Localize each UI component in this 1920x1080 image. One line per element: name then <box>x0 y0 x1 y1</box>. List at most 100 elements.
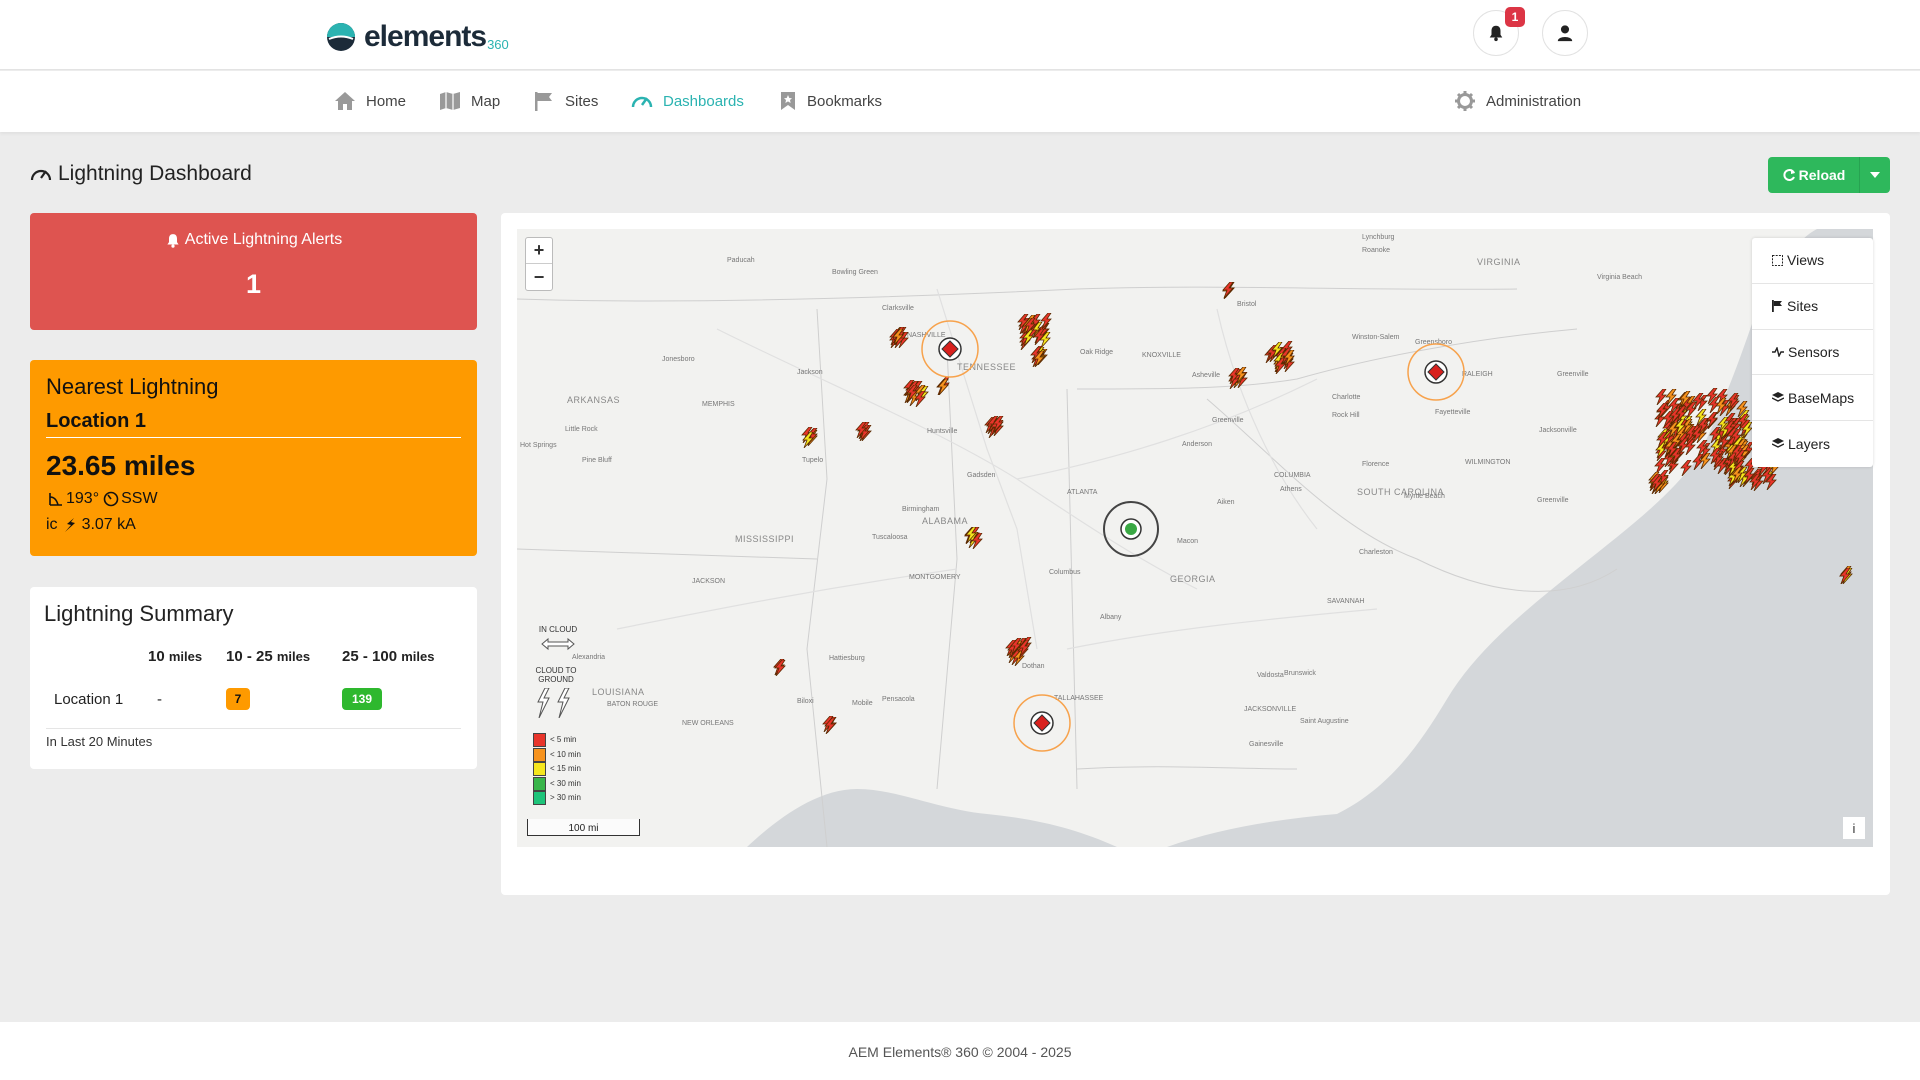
legend-band-swatch <box>533 747 546 762</box>
lightning-strike-icon[interactable] <box>1760 468 1774 485</box>
lightning-strike-icon[interactable] <box>801 431 815 448</box>
lightning-strike-icon[interactable] <box>1039 313 1053 330</box>
lightning-strike-icon[interactable] <box>1221 282 1235 299</box>
nav-dashboards[interactable]: Dashboards <box>631 88 744 114</box>
lightning-strike-icon[interactable] <box>1227 368 1241 384</box>
lightning-strike-icon[interactable] <box>1270 342 1284 359</box>
lightning-strike-icon[interactable] <box>1021 329 1035 346</box>
map-label: Anderson <box>1182 441 1212 448</box>
map-menu-basemaps[interactable]: BaseMaps <box>1752 375 1873 422</box>
brand-logo[interactable]: elements 360 <box>326 22 509 52</box>
lightning-strike-icon[interactable] <box>1708 447 1722 464</box>
site-marker-alert-icon[interactable] <box>1404 340 1468 404</box>
lightning-strike-icon[interactable] <box>1729 429 1743 445</box>
map-label: Gainesville <box>1249 741 1284 748</box>
lightning-strike-icon[interactable] <box>1740 422 1754 439</box>
lightning-strike-icon[interactable] <box>1705 411 1719 428</box>
map-menu-views[interactable]: Views <box>1752 238 1873 284</box>
lightning-strike-icon[interactable] <box>970 532 984 549</box>
lightning-strike-icon[interactable] <box>1653 458 1667 475</box>
legend-in-cloud-label: IN CLOUD <box>538 625 578 634</box>
lightning-strike-icon[interactable] <box>1038 331 1052 348</box>
lightning-strike-icon[interactable] <box>1678 391 1692 408</box>
lightning-strike-icon[interactable] <box>854 422 868 439</box>
lightning-strike-icon[interactable] <box>1032 329 1046 346</box>
lightning-strike-icon[interactable] <box>1664 389 1678 406</box>
active-alerts-card[interactable]: Active Lightning Alerts 1 <box>30 213 477 330</box>
lightning-strike-icon[interactable] <box>1676 437 1690 454</box>
lightning-strike-icon[interactable] <box>1742 467 1756 484</box>
lightning-strike-icon[interactable] <box>913 390 927 407</box>
zoom-in-button[interactable]: + <box>526 238 552 264</box>
lightning-strike-icon[interactable] <box>1009 638 1023 655</box>
refresh-icon <box>1783 169 1795 181</box>
legend-band-swatch <box>533 762 546 776</box>
nav-sites[interactable]: Sites <box>533 88 598 114</box>
nav-administration[interactable]: Administration <box>1454 88 1581 114</box>
lightning-strike-icon[interactable] <box>891 329 905 346</box>
lightning-strike-icon[interactable] <box>991 416 1005 433</box>
lightning-strike-icon[interactable] <box>1673 418 1687 435</box>
lightning-strike-icon[interactable] <box>1735 401 1749 418</box>
lightning-strike-icon[interactable] <box>1696 417 1710 434</box>
site-marker-alert-icon[interactable] <box>1010 691 1074 755</box>
lightning-strike-icon[interactable] <box>1714 397 1728 414</box>
lightning-strike-icon[interactable] <box>1234 366 1248 383</box>
summary-title: Lightning Summary <box>44 601 234 626</box>
summary-value-25-100[interactable]: 139 <box>342 688 382 710</box>
lightning-strike-icon[interactable] <box>1707 396 1721 413</box>
lightning-strike-icon[interactable] <box>1674 405 1688 422</box>
lightning-strike-icon[interactable] <box>1679 459 1693 476</box>
nav-map[interactable]: Map <box>439 88 500 114</box>
lightning-strike-icon[interactable] <box>936 379 950 396</box>
lightning-strike-icon[interactable] <box>1694 409 1708 426</box>
logo-mark-icon <box>327 23 355 51</box>
lightning-strike-icon[interactable] <box>1748 474 1762 490</box>
lightning-strike-icon[interactable] <box>1733 450 1747 467</box>
zoom-out-button[interactable]: − <box>533 266 545 287</box>
lightning-strike-icon[interactable] <box>1691 454 1705 471</box>
lightning-strike-icon[interactable] <box>1730 466 1744 483</box>
map-menu-layers[interactable]: Layers <box>1752 421 1873 467</box>
lightning-strike-icon[interactable] <box>1698 453 1712 470</box>
lightning-strike-icon[interactable] <box>823 718 837 735</box>
notifications-button[interactable]: 1 <box>1473 7 1525 56</box>
reload-dropdown-toggle[interactable] <box>1860 157 1890 193</box>
lightning-strike-icon[interactable] <box>1695 440 1709 457</box>
map-menu-sensors[interactable]: Sensors <box>1752 330 1873 376</box>
lightning-strike-icon[interactable] <box>1650 475 1664 492</box>
reload-button[interactable]: Reload <box>1768 157 1860 193</box>
lightning-strike-icon[interactable] <box>1667 398 1681 415</box>
summary-row-location: Location 1 <box>54 691 124 708</box>
lightning-strike-icon[interactable] <box>1691 392 1705 409</box>
lightning-map[interactable]: Paducah Bowling Green Lynchburg Roanoke VIRG… <box>517 229 1873 847</box>
lightning-strike-icon[interactable] <box>1764 474 1778 491</box>
lightning-strike-icon[interactable] <box>1665 442 1679 459</box>
lightning-strike-icon[interactable] <box>905 385 919 402</box>
lightning-strike-icon[interactable] <box>1032 350 1046 367</box>
site-marker-icon[interactable] <box>1099 497 1163 561</box>
nav-bookmarks[interactable]: Bookmarks <box>779 88 882 114</box>
lightning-strike-icon[interactable] <box>1722 421 1736 438</box>
lightning-strike-icon[interactable] <box>773 659 787 676</box>
lightning-strike-icon[interactable] <box>1282 349 1296 366</box>
lightning-strike-icon[interactable] <box>1023 317 1037 334</box>
map-info-button[interactable]: i <box>1843 817 1865 839</box>
summary-value-10-25[interactable]: 7 <box>226 688 250 710</box>
site-marker-alert-icon[interactable] <box>918 317 982 381</box>
lightning-strike-icon[interactable] <box>1690 427 1704 443</box>
lightning-strike-icon[interactable] <box>1684 402 1698 419</box>
lightning-strike-icon[interactable] <box>1726 392 1740 409</box>
lightning-strike-icon[interactable] <box>1708 427 1722 444</box>
lightning-strike-icon[interactable] <box>1655 431 1669 448</box>
nav-home[interactable]: Home <box>334 88 406 114</box>
lightning-strike-icon[interactable] <box>1017 640 1031 657</box>
map-menu-sites[interactable]: Sites <box>1752 284 1873 330</box>
lightning-strike-icon[interactable] <box>1838 567 1852 584</box>
lightning-strike-icon[interactable] <box>1705 388 1719 405</box>
lightning-strike-icon[interactable] <box>1654 389 1668 406</box>
lightning-strike-icon[interactable] <box>1655 403 1669 420</box>
user-menu-button[interactable] <box>1542 10 1588 56</box>
lightning-strike-icon[interactable] <box>964 527 978 544</box>
lightning-strike-icon[interactable] <box>1661 410 1675 427</box>
